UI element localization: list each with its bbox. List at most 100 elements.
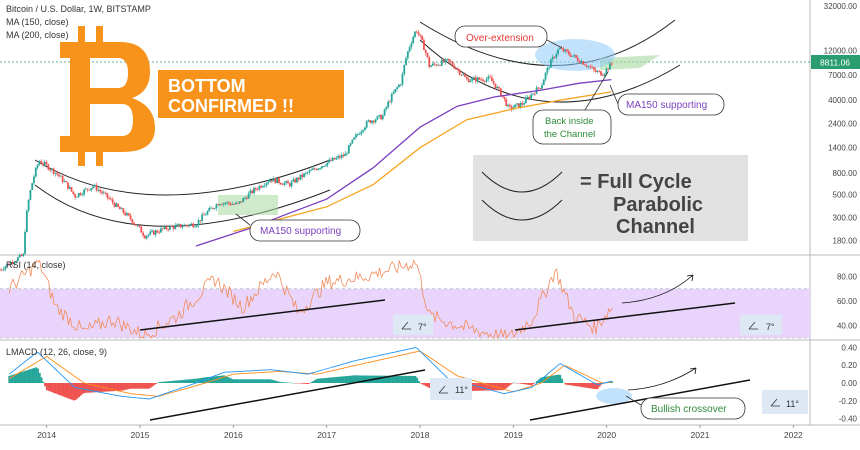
histogram-bar — [307, 383, 309, 384]
histogram-bar — [164, 382, 166, 383]
histogram-bar — [252, 379, 254, 383]
candle-body — [369, 120, 371, 123]
candle-body — [244, 198, 246, 199]
histogram-bar — [80, 383, 82, 396]
candle-body — [539, 88, 541, 89]
histogram-bar — [559, 375, 561, 383]
candle-body — [482, 80, 484, 81]
candle-body — [110, 199, 112, 200]
rsi-title: RSI (14, close) — [6, 260, 66, 270]
candle-body — [183, 225, 185, 227]
candle-body — [37, 165, 39, 168]
histogram-bar — [520, 383, 522, 384]
histogram-bar — [318, 379, 320, 383]
histogram-bar — [155, 383, 157, 384]
histogram-bar — [568, 383, 570, 385]
bullish-crossover-label: Bullish crossover — [651, 404, 727, 415]
histogram-bar — [398, 376, 400, 383]
candle-body — [190, 224, 192, 225]
candle-body — [407, 51, 409, 58]
candle-body — [131, 219, 133, 223]
ma150-top-label: MA150 supporting — [626, 100, 707, 111]
histogram-bar — [490, 383, 492, 390]
candle-body — [298, 178, 300, 180]
price-axis-tick: 1400.00 — [828, 144, 857, 153]
candle-body — [185, 225, 187, 226]
candle-body — [452, 62, 454, 65]
candle-body — [80, 193, 82, 195]
candle-body — [140, 227, 142, 233]
candle-body — [133, 223, 135, 224]
candle-body — [90, 188, 92, 190]
candle-body — [457, 69, 459, 70]
candle-body — [24, 232, 26, 254]
candle-body — [384, 109, 386, 116]
histogram-bar — [144, 383, 146, 389]
histogram-bar — [575, 383, 577, 386]
histogram-bar — [64, 383, 66, 397]
candle-body — [602, 75, 604, 76]
angle-marker-lmacd-2: 11° — [762, 390, 808, 414]
histogram-bar — [55, 383, 57, 394]
candle-body — [509, 105, 511, 106]
histogram-bar — [44, 383, 46, 386]
histogram-bar — [334, 377, 336, 383]
candle-body — [371, 121, 373, 123]
histogram-bar — [405, 376, 407, 383]
candle-body — [221, 204, 223, 205]
candle-body — [165, 226, 167, 229]
candle-body — [604, 74, 606, 76]
candle-body — [428, 57, 430, 67]
candle-body — [555, 54, 557, 58]
candle-body — [176, 224, 178, 225]
histogram-bar — [134, 383, 136, 389]
candle-body — [269, 180, 271, 182]
histogram-bar — [348, 376, 350, 383]
candle-body — [69, 187, 71, 189]
histogram-bar — [552, 376, 554, 383]
candle-body — [307, 173, 309, 174]
candle-body — [173, 226, 175, 228]
histogram-bar — [275, 381, 277, 383]
histogram-bar — [160, 382, 162, 383]
candle-body — [198, 220, 200, 225]
histogram-bar — [337, 377, 339, 383]
candle-body — [216, 204, 218, 208]
histogram-bar — [237, 379, 239, 383]
candle-body — [323, 166, 325, 167]
histogram-bar — [354, 375, 356, 383]
candle-body — [114, 203, 116, 207]
candle-body — [144, 236, 146, 239]
histogram-bar — [241, 379, 243, 383]
histogram-bar — [219, 376, 221, 383]
candle-body — [325, 166, 327, 167]
candle-body — [192, 224, 194, 227]
histogram-bar — [162, 382, 164, 383]
histogram-bar — [39, 373, 41, 383]
candle-body — [72, 191, 74, 194]
time-axis-tick: 2018 — [411, 430, 430, 440]
histogram-bar — [8, 376, 10, 383]
candle-body — [253, 188, 255, 193]
histogram-bar — [30, 369, 32, 383]
candle-body — [89, 190, 91, 191]
histogram-bar — [46, 383, 48, 390]
histogram-bar — [75, 383, 77, 400]
candle-body — [60, 176, 62, 177]
candle-body — [55, 173, 57, 174]
candle-body — [112, 199, 114, 202]
histogram-bar — [117, 383, 119, 391]
candle-body — [312, 168, 314, 170]
candle-body — [224, 203, 226, 204]
histogram-bar — [128, 383, 130, 389]
banner-line-1: BOTTOM — [168, 76, 246, 96]
candle-body — [462, 75, 464, 76]
candle-body — [332, 158, 334, 161]
candle-body — [484, 81, 486, 82]
histogram-bar — [151, 383, 153, 387]
histogram-bar — [339, 377, 341, 383]
time-axis-tick: 2022 — [784, 430, 803, 440]
candle-body — [53, 168, 55, 173]
candle-body — [600, 71, 602, 75]
